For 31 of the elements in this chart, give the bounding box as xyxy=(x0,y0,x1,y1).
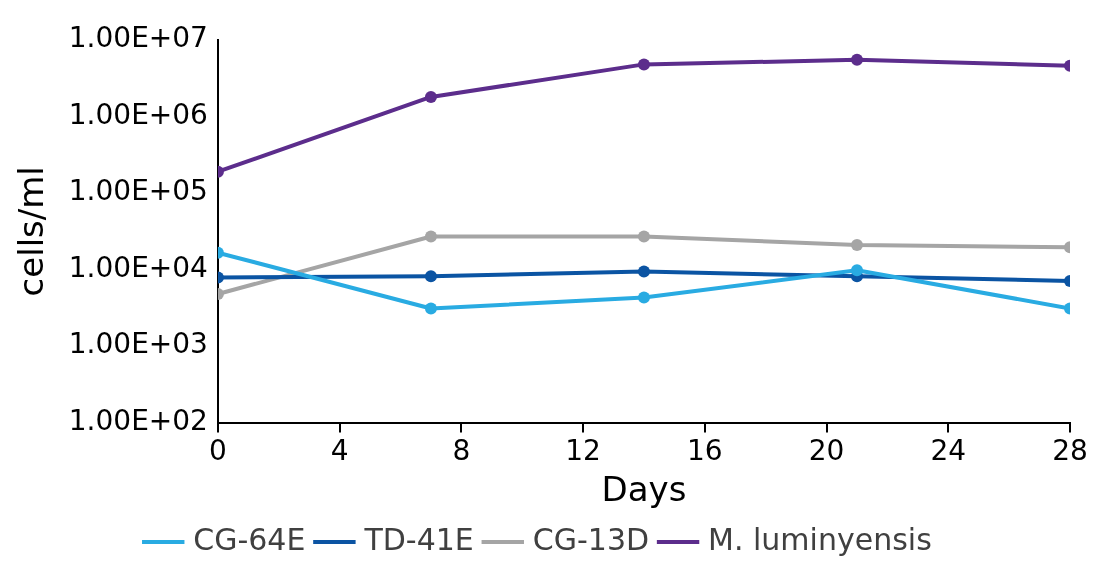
point xyxy=(424,270,437,283)
point xyxy=(637,265,650,278)
x-tick-label: 12 xyxy=(565,433,601,467)
x-axis-title: Days xyxy=(601,469,687,510)
legend-label: TD-41E xyxy=(363,521,474,557)
y-tick-label: 1.00E+06 xyxy=(68,97,208,131)
point xyxy=(424,302,437,315)
legend-label: CG-64E xyxy=(193,521,306,557)
x-tick-label: 28 xyxy=(1052,433,1088,467)
point xyxy=(424,230,437,243)
y-axis-title: cells/ml xyxy=(11,166,52,297)
x-tick-label: 16 xyxy=(687,433,723,467)
point xyxy=(850,264,863,277)
x-tick-label: 0 xyxy=(209,433,227,467)
y-tick-label: 1.00E+05 xyxy=(68,174,208,208)
point xyxy=(850,53,863,66)
x-tick-label: 4 xyxy=(330,433,349,467)
point xyxy=(424,90,437,103)
y-tick-label: 1.00E+07 xyxy=(68,21,208,55)
x-tick-label: 20 xyxy=(808,433,845,467)
legend-label: M. luminyensis xyxy=(708,521,932,557)
point xyxy=(850,238,863,251)
point xyxy=(637,291,650,304)
point xyxy=(637,230,650,243)
y-tick-label: 1.00E+04 xyxy=(68,250,208,284)
point xyxy=(637,58,650,71)
x-tick-label: 24 xyxy=(930,433,967,467)
x-tick-label: 8 xyxy=(452,433,471,467)
y-tick-label: 1.00E+02 xyxy=(68,403,208,437)
legend-label: CG-13D xyxy=(532,521,650,557)
y-tick-label: 1.00E+03 xyxy=(68,327,208,361)
